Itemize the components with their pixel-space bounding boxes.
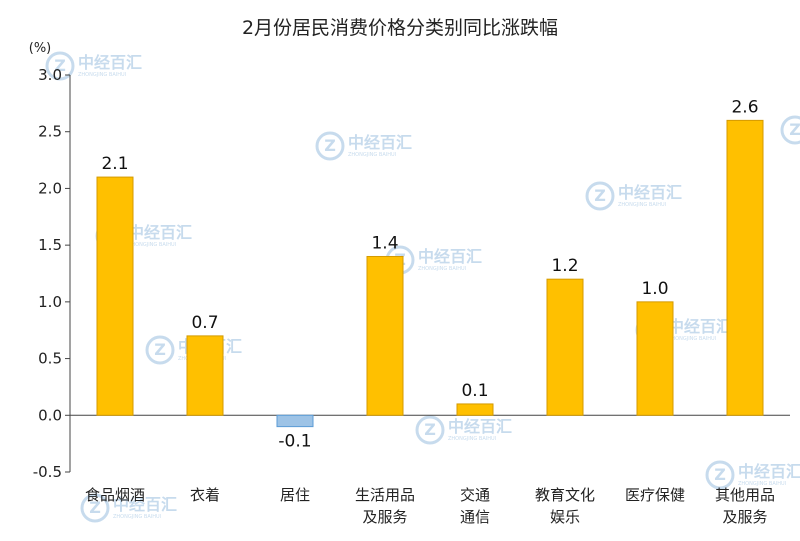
- watermark-brand: 中经百汇: [738, 462, 800, 481]
- x-tick-label: 食品烟酒: [85, 486, 145, 504]
- watermark-sub: ZHONGJING BAIHUI: [348, 152, 396, 158]
- zj-logo-icon: [145, 335, 175, 365]
- data-label: 0.7: [191, 313, 218, 333]
- watermark-sub: ZHONGJING BAIHUI: [418, 266, 466, 272]
- x-tick-label: 其他用品: [715, 486, 775, 504]
- y-axis: 3.0 2.5 2.0 1.5 1.0 0.5 0.0 -0.5: [33, 66, 790, 481]
- watermark-brand: 中经百汇: [618, 183, 682, 202]
- data-label: 1.0: [641, 279, 668, 299]
- data-labels: 2.1 0.7 -0.1 1.4 0.1 1.2 1.0 2.6: [101, 97, 758, 451]
- y-tick-label: 3.0: [38, 66, 62, 84]
- x-tick-label: 居住: [280, 486, 310, 504]
- zj-logo-icon: [415, 415, 445, 445]
- zj-logo-icon: [585, 181, 615, 211]
- x-tick-label: 通信: [460, 508, 490, 526]
- x-tick-label: 教育文化: [535, 486, 595, 504]
- y-tick-label: 0.5: [38, 350, 62, 368]
- y-tick-label: 0.0: [38, 406, 62, 424]
- watermark-brand: 中经百汇: [448, 417, 512, 436]
- x-tick-label: 及服务: [362, 508, 407, 526]
- bar: [276, 414, 314, 428]
- data-label: -0.1: [278, 432, 311, 452]
- x-tick-label: 及服务: [722, 508, 767, 526]
- bar: [636, 301, 674, 416]
- data-label: 1.4: [371, 233, 398, 253]
- x-tick-label: 医疗保健: [625, 486, 685, 504]
- zj-logo-letter: Z: [594, 186, 606, 205]
- data-label: 2.6: [731, 97, 758, 117]
- bar: [96, 176, 134, 416]
- bars: [96, 119, 764, 428]
- watermark-sub: ZHONGJING BAIHUI: [128, 242, 176, 248]
- data-label: 1.2: [551, 256, 578, 276]
- zj-logo-letter: Z: [154, 340, 166, 359]
- zj-logo-letter: Z: [789, 120, 800, 139]
- zj-logo-icon: [80, 493, 110, 523]
- chart-title: 2月份居民消费价格分类别同比涨跌幅: [242, 17, 558, 39]
- watermark-brand: 中经百汇: [113, 495, 177, 514]
- bar: [726, 119, 764, 416]
- y-tick-label: 2.0: [38, 179, 62, 197]
- watermark-brand: 中经百汇: [418, 247, 482, 266]
- watermark-sub: ZHONGJING BAIHUI: [78, 72, 126, 78]
- watermark-brand: 中经百汇: [668, 317, 732, 336]
- zj-logo-letter: Z: [424, 420, 436, 439]
- y-tick-label: 2.5: [38, 123, 62, 141]
- zj-logo-letter: Z: [324, 136, 336, 155]
- watermark-sub: ZHONGJING BAIHUI: [448, 436, 496, 442]
- watermark-sub: ZHONGJING BAIHUI: [113, 514, 161, 520]
- x-tick-label: 衣着: [190, 486, 220, 504]
- bar: [456, 403, 494, 416]
- x-tick-label: 生活用品: [355, 486, 415, 504]
- data-label: 0.1: [461, 381, 488, 401]
- y-tick-label: 1.0: [38, 293, 62, 311]
- watermark-sub: ZHONGJING BAIHUI: [738, 481, 786, 487]
- zj-logo-icon: [45, 51, 75, 81]
- zj-logo-letter: Z: [89, 498, 101, 517]
- zj-logo-icon: [315, 131, 345, 161]
- watermark-brand: 中经百汇: [78, 53, 142, 72]
- watermark-brand: 中经百汇: [348, 133, 412, 152]
- watermark-brand: 中经百汇: [128, 223, 192, 242]
- y-unit-label: (%): [29, 41, 52, 56]
- zj-logo-icon: [705, 460, 735, 490]
- y-tick-label: 1.5: [38, 236, 62, 254]
- zj-logo-letter: Z: [714, 465, 726, 484]
- watermark-sub: ZHONGJING BAIHUI: [668, 336, 716, 342]
- zj-logo-icon: [780, 115, 800, 145]
- data-label: 2.1: [101, 154, 128, 174]
- bar: [366, 255, 404, 416]
- x-tick-label: 交通: [460, 486, 490, 504]
- bar: [186, 335, 224, 416]
- y-tick-label: -0.5: [33, 463, 62, 481]
- watermark-sub: ZHONGJING BAIHUI: [618, 202, 666, 208]
- zj-logo-letter: Z: [54, 56, 66, 75]
- bar: [546, 278, 584, 416]
- x-tick-label: 娱乐: [550, 508, 580, 526]
